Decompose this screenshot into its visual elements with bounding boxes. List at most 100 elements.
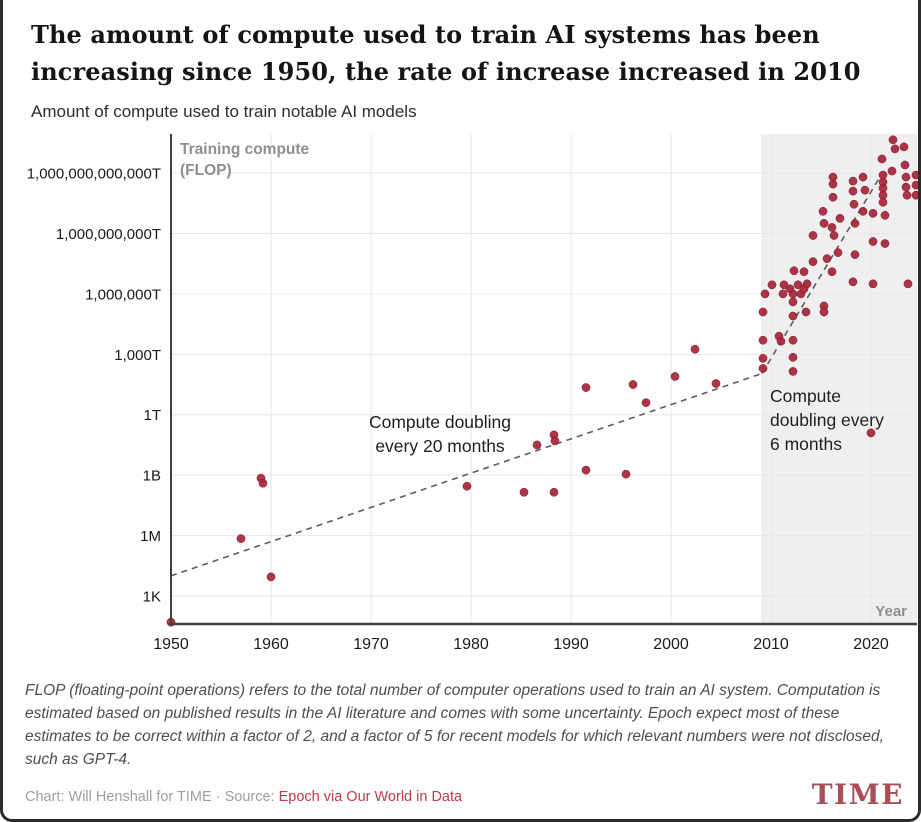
x-tick-label: 1990 — [553, 636, 589, 653]
data-point — [822, 254, 832, 264]
y-tick-label: 1M — [140, 528, 161, 545]
data-point — [827, 223, 837, 232]
y-tick-label: 1,000T — [114, 347, 161, 364]
data-point — [802, 279, 812, 289]
data-point — [778, 289, 788, 299]
data-point — [758, 353, 768, 363]
time-logo: TIME — [811, 778, 904, 811]
y-tick-label: 1,000,000,000,000T — [27, 166, 161, 183]
data-point — [866, 428, 876, 438]
y-axis-title: (FLOP) — [180, 162, 232, 179]
y-tick-label: 1B — [143, 468, 161, 485]
data-point — [808, 231, 818, 240]
y-tick-labels: 1,000,000,000,000T 1,000,000,000T 1,000,00… — [27, 166, 161, 606]
data-point — [819, 219, 829, 228]
credit-line: Chart: Will Henshall for TIME · Source: … — [25, 789, 462, 809]
data-point — [888, 135, 898, 145]
y-tick-label: 1K — [143, 589, 161, 606]
data-point — [258, 478, 268, 488]
data-point — [903, 279, 913, 289]
credit-prefix: Chart: Will Henshall for TIME — [25, 789, 212, 805]
x-tick-label: 2000 — [653, 636, 689, 653]
data-point — [758, 335, 768, 345]
data-point — [758, 364, 768, 373]
annotation-1: Compute doubling every 20 months — [369, 412, 511, 456]
data-point — [828, 192, 838, 202]
x-tick-labels: 1950 1960 1970 1980 1990 2000 2010 2020 — [153, 636, 889, 653]
data-point — [890, 144, 900, 154]
page-title: The amount of compute used to train AI s… — [31, 16, 890, 90]
data-point — [462, 481, 472, 491]
data-point — [549, 487, 559, 497]
y-tick-label: 1T — [143, 407, 161, 424]
data-point — [835, 214, 845, 223]
data-point — [858, 172, 868, 182]
chart-canvas: 1,000,000,000,000T 1,000,000,000T 1,000,00… — [27, 134, 918, 653]
source-link[interactable]: Epoch via Our World in Data — [278, 789, 463, 805]
chart-subtitle: Amount of compute used to train notable … — [31, 102, 417, 121]
data-point — [779, 280, 789, 290]
trend-line-1 — [170, 372, 763, 577]
annotation-text: every 20 months — [375, 436, 505, 456]
x-tick-label: 1980 — [453, 636, 489, 653]
x-tick-label: 1970 — [353, 636, 389, 653]
x-tick-label: 2010 — [753, 636, 789, 653]
data-point — [581, 465, 591, 475]
annotation-text: 6 months — [770, 434, 842, 454]
data-point — [266, 572, 276, 582]
data-point — [788, 352, 798, 362]
x-tick-label: 1950 — [153, 636, 189, 653]
data-point — [628, 380, 638, 389]
x-axis-title: Year — [875, 603, 907, 620]
data-point — [849, 199, 859, 209]
data-point — [848, 186, 858, 196]
data-point — [880, 211, 890, 220]
y-axis-title: Training compute — [180, 141, 310, 158]
title-line-2: increasing since 1950, the rate of incre… — [31, 57, 861, 86]
data-point — [581, 383, 591, 392]
data-point — [789, 266, 799, 276]
data-point — [911, 170, 918, 180]
scatter-points — [166, 135, 918, 627]
data-point — [848, 176, 858, 186]
data-point — [902, 190, 912, 200]
data-point — [788, 289, 798, 299]
chart-header: The amount of compute used to train AI s… — [3, 0, 918, 122]
data-point — [850, 219, 860, 228]
data-point — [828, 179, 838, 189]
data-point — [829, 231, 839, 240]
data-point — [550, 436, 560, 446]
data-point — [711, 379, 721, 388]
annotation-2: Compute doubling every 6 months — [770, 386, 884, 454]
data-point — [848, 277, 858, 287]
chart-footnote: FLOP (floating-point operations) refers … — [25, 682, 884, 768]
credit-source-label: Source: — [224, 789, 275, 805]
data-point — [519, 487, 529, 497]
data-point — [532, 440, 542, 450]
data-point — [900, 160, 910, 170]
credit-row: Chart: Will Henshall for TIME · Source: … — [25, 781, 904, 809]
data-point — [818, 206, 828, 216]
data-point — [776, 336, 786, 346]
data-point — [788, 335, 798, 345]
data-point — [793, 280, 803, 290]
data-point — [911, 190, 918, 200]
data-point — [887, 166, 897, 176]
credit-separator: · — [215, 789, 221, 805]
data-point — [901, 182, 911, 192]
data-point — [858, 206, 868, 216]
annotation-text: doubling every — [770, 410, 884, 430]
data-point — [801, 307, 811, 317]
data-point — [788, 367, 798, 376]
data-point — [788, 297, 798, 307]
data-point — [819, 307, 829, 317]
x-tick-label: 2020 — [853, 636, 889, 653]
y-tick-label: 1,000,000T — [85, 286, 161, 303]
scatter-chart: 1,000,000,000,000T 1,000,000,000T 1,000,00… — [3, 124, 918, 669]
x-tick-label: 1960 — [253, 636, 289, 653]
data-point — [827, 267, 837, 277]
data-point — [880, 239, 890, 248]
data-point — [788, 311, 798, 321]
data-point — [901, 172, 911, 182]
